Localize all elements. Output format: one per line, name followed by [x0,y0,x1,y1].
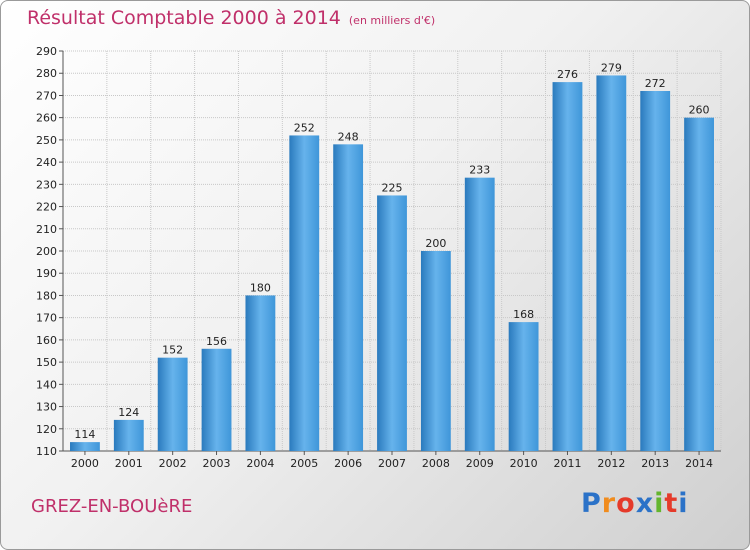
x-tick-label: 2013 [641,457,669,470]
chart-title-text: Résultat Comptable 2000 à 2014 [27,7,341,29]
bar-2004 [245,295,276,451]
logo-letter: o [616,488,636,519]
bar-2002 [157,357,188,451]
y-tick-label: 200 [36,245,57,258]
bars [70,75,714,452]
logo-letter: x [635,488,655,519]
x-tick-label: 2008 [422,457,450,470]
x-tick-label: 2007 [378,457,406,470]
bar-2007 [377,195,407,451]
y-tick-label: 110 [36,445,57,458]
chart-subtitle: (en milliers d'€) [348,14,436,27]
x-tick-label: 2004 [246,457,274,470]
bar-2000 [70,442,100,451]
logo-letter: i [654,488,665,519]
logo-letter: i [678,488,689,519]
data-label: 180 [250,281,271,294]
y-tick-label: 230 [36,178,57,191]
x-tick-label: 2014 [685,457,713,470]
y-tick-label: 280 [36,67,57,80]
y-tick-label: 220 [36,201,57,214]
data-label: 233 [469,164,490,177]
logo-letter: P [581,488,602,519]
bar-2006 [333,144,364,452]
x-tick-label: 2009 [466,457,494,470]
y-tick-label: 270 [36,89,57,102]
x-tick-label: 2006 [334,457,362,470]
bar-2005 [289,135,320,451]
y-tick-label: 160 [36,334,57,347]
y-tick-label: 190 [36,267,57,280]
y-tick-label: 130 [36,401,57,414]
y-tick-label: 250 [36,134,57,147]
y-tick-label: 120 [36,423,57,436]
y-tick-label: 140 [36,378,57,391]
bar-2001 [113,419,144,451]
proxiti-logo: Proxiti [581,488,689,519]
x-tick-label: 2003 [203,457,231,470]
x-tick-label: 2001 [115,457,143,470]
data-label: 248 [338,130,359,143]
bar-2011 [552,82,583,451]
y-tick-label: 180 [36,289,57,302]
y-tick-label: 150 [36,356,57,369]
y-tick-label: 210 [36,223,57,236]
data-label: 276 [557,68,578,81]
data-label: 124 [118,406,139,419]
data-label: 114 [74,428,95,441]
bar-2003 [201,348,232,451]
data-labels: 114 124 152 156 180 252 248 225 200 233 168 276 279 2… [74,61,709,441]
bar-2010 [508,322,539,451]
x-tick-label: 2002 [159,457,187,470]
x-tick-label: 2005 [290,457,318,470]
axes: 110 120 130 140 150 160 170 180 190 200 210 220 230 2… [36,45,721,470]
y-tick-label: 240 [36,156,57,169]
chart-title: Résultat Comptable 2000 à 2014 (en millie… [27,7,435,29]
bar-2013 [640,91,671,451]
data-label: 152 [162,344,183,357]
city-name: GREZ-EN-BOUèRE [31,496,193,517]
data-label: 168 [513,308,534,321]
bar-2012 [596,75,627,451]
y-tick-label: 290 [36,45,57,58]
logo-letter: r [601,488,617,519]
data-label: 200 [425,237,446,250]
bar-2009 [464,177,495,451]
bar-2014 [684,117,714,452]
x-tick-label: 2011 [553,457,581,470]
data-label: 252 [294,121,315,134]
x-tick-label: 2012 [597,457,625,470]
x-tick-label: 2010 [510,457,538,470]
data-label: 279 [601,61,622,74]
logo-letter: t [664,488,679,519]
y-tick-label: 170 [36,312,57,325]
y-tick-label: 260 [36,112,57,125]
data-label: 156 [206,335,227,348]
data-label: 225 [382,181,403,194]
x-tick-label: 2000 [71,457,99,470]
bar-2008 [420,251,451,451]
data-label: 260 [689,104,710,117]
data-label: 272 [645,77,666,90]
